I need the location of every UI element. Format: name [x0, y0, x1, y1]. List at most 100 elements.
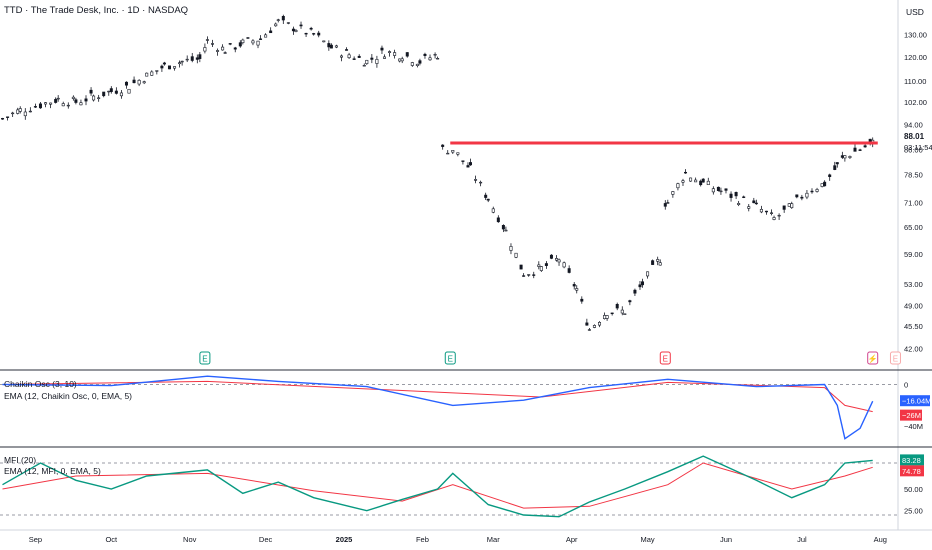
price-candle	[835, 162, 839, 165]
price-candle	[724, 188, 728, 191]
price-candle	[694, 179, 698, 183]
price-candle	[764, 210, 768, 213]
price-candle	[646, 271, 650, 277]
price-candle	[195, 57, 199, 60]
last-price-label: 88.01	[904, 132, 925, 141]
price-candle	[689, 177, 693, 182]
price-axis[interactable]: 42.00 45.50 49.00 53.00 59.00 65.00 71.00 78.50…	[904, 31, 932, 354]
price-candle	[719, 190, 723, 193]
price-candle	[433, 54, 437, 56]
price-candle	[572, 284, 576, 287]
price-candle	[759, 208, 763, 213]
price-candle	[628, 300, 632, 303]
price-candle	[370, 57, 374, 60]
price-candle	[656, 259, 660, 262]
price-candle	[173, 66, 177, 69]
price-candle	[587, 329, 591, 331]
price-candle	[44, 102, 48, 105]
price-candle	[256, 40, 260, 46]
price-candle	[519, 264, 523, 270]
price-candle	[605, 315, 609, 319]
price-candle	[469, 162, 473, 166]
price-candle	[716, 186, 720, 191]
price-candle	[681, 180, 685, 183]
price-candle	[150, 71, 154, 76]
price-candle	[843, 155, 847, 159]
price-candle	[322, 40, 326, 43]
price-candle	[754, 202, 758, 205]
price-candle	[185, 58, 189, 61]
price-candle	[190, 56, 194, 61]
price-candle	[33, 106, 37, 108]
price-tick-label: 45.50	[904, 322, 923, 331]
price-candle	[474, 179, 478, 181]
price-candle	[772, 217, 776, 220]
time-axis[interactable]: Sep Oct Nov Dec 2025 Feb Mar Apr May Jun Jul Aug	[29, 535, 887, 544]
symbol-title[interactable]: TTD · The Trade Desk, Inc. · 1D · NASDAQ	[4, 5, 189, 16]
price-candle	[770, 212, 774, 214]
price-candle	[461, 160, 465, 162]
price-tick-label: 49.00	[904, 302, 923, 311]
price-candle	[18, 108, 22, 112]
price-candle	[203, 47, 207, 52]
price-candle	[317, 32, 321, 36]
price-candle	[205, 39, 209, 41]
event-markers: E E E ⚡ E	[199, 351, 901, 365]
chaikin-osc-panel: 0 −40M −16.04M −26M	[0, 375, 931, 440]
chaikin-value-badge	[900, 395, 930, 407]
price-candle	[585, 322, 589, 326]
mfi-title[interactable]: MFI (20)	[4, 455, 37, 465]
price-candle	[537, 264, 541, 267]
time-tick-label: Jun	[720, 535, 732, 544]
price-candle	[142, 81, 146, 84]
price-candle	[233, 47, 237, 50]
chaikin-title[interactable]: Chaikin Osc (3, 10)	[4, 379, 77, 389]
price-candle	[28, 110, 32, 113]
price-candle	[286, 22, 290, 24]
time-tick-label: Mar	[487, 535, 500, 544]
time-tick-label: Dec	[259, 535, 273, 544]
earnings-marker-box	[199, 351, 211, 365]
price-candle	[787, 203, 791, 207]
price-candle	[701, 178, 705, 183]
price-candle	[451, 150, 455, 153]
mfi-value-badge	[900, 454, 924, 466]
price-candle	[92, 95, 96, 101]
price-candle	[575, 288, 579, 291]
price-candle	[555, 258, 559, 261]
price-candle	[228, 43, 232, 45]
price-tick-label: 110.00	[904, 77, 926, 86]
price-candle	[858, 149, 862, 151]
price-candle	[375, 59, 379, 64]
price-candle	[820, 183, 824, 187]
earnings-marker-box	[867, 351, 879, 365]
price-candle	[264, 34, 268, 38]
price-candle	[167, 65, 171, 70]
price-candle	[299, 24, 303, 27]
price-candle	[484, 194, 488, 198]
price-candle	[415, 63, 419, 66]
price-candle	[446, 152, 450, 155]
price-candle	[805, 192, 809, 198]
price-candle	[615, 303, 619, 309]
price-candle	[496, 217, 500, 223]
price-candle	[509, 246, 513, 251]
price-candle	[334, 45, 338, 48]
price-candle	[339, 55, 343, 58]
price-candle	[491, 208, 495, 213]
price-candle	[155, 70, 159, 72]
price-candle	[514, 252, 518, 258]
price-candle	[281, 16, 285, 21]
price-candle	[752, 200, 756, 204]
price-candle	[699, 180, 703, 186]
time-tick-label: Oct	[105, 535, 118, 544]
price-candle	[567, 268, 571, 273]
price-candle	[89, 89, 93, 94]
price-candle	[291, 28, 295, 32]
price-tick-label: 42.00	[904, 344, 923, 353]
price-candle	[747, 206, 751, 209]
price-candle	[107, 90, 111, 93]
price-candle	[49, 102, 53, 105]
price-tick-label: 53.00	[904, 280, 923, 289]
